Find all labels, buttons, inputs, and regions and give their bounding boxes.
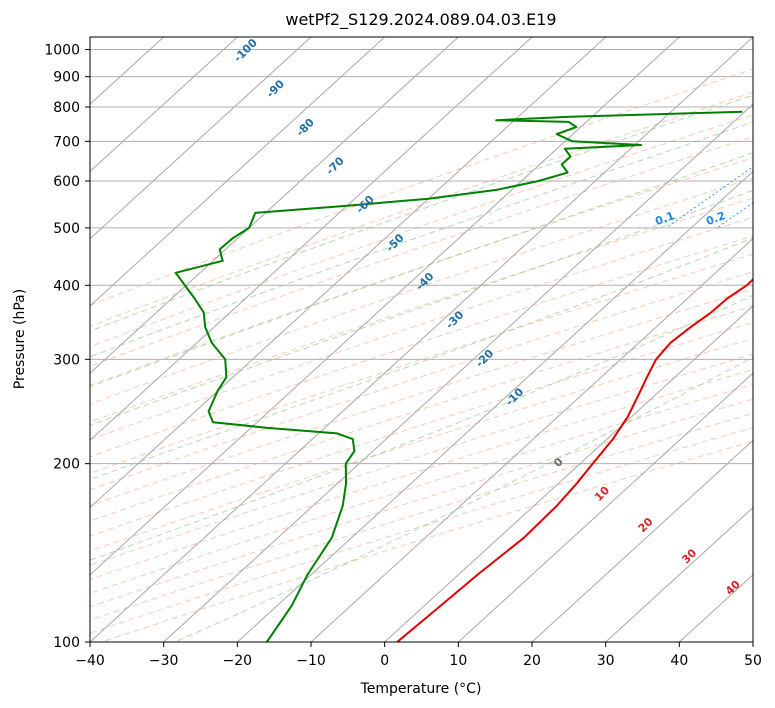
isotherm-gridline [752,641,753,642]
y-axis-label: Pressure (hPa) [12,289,28,389]
x-tick-label: −20 [223,653,253,669]
dewpoint-trace [174,110,743,642]
x-tick-label: 50 [744,653,762,669]
isotherm-gridline [90,37,238,173]
y-tick-label: 100 [53,635,80,651]
isotherm-label: -30 [443,308,466,331]
mixing-ratio-line [770,35,775,228]
isotherm-gridline [605,506,753,642]
x-tick-label: 10 [449,653,467,669]
tick-layer: −40 −30 −20 −10 0 10 20 30 40 50 1000 900 800 700 600 5… [44,43,762,669]
isotherm-gridline [90,37,386,307]
y-tick-label: 800 [53,100,80,116]
x-tick-label: −30 [149,653,179,669]
isotherm-gridline [90,37,312,240]
dry-adiabat [90,368,753,580]
y-tick-label: 300 [53,352,80,368]
isotherm-label: -40 [413,270,436,293]
mixing-ratio-line [665,166,753,229]
moist-adiabat [90,152,753,388]
mixing-ratio-label: 0.2 [704,209,727,228]
isotherm-label: -50 [383,231,406,254]
mixing-ratio-label: 0.1 [654,209,677,228]
x-tick-label: −10 [296,653,326,669]
isotherm-gridline [531,439,753,642]
series-layer [174,110,753,642]
y-tick-label: 1000 [44,43,80,59]
isotherm-label: -100 [231,36,260,65]
dry-adiabat [90,235,753,458]
dry-adiabat [90,427,753,634]
x-tick-label: 30 [597,653,615,669]
dry-adiabat [90,383,753,594]
plot-frame [89,36,754,643]
y-tick-label: 900 [53,70,80,86]
grid-layer [90,35,775,642]
x-tick-label: −40 [75,653,105,669]
dry-adiabat [90,197,753,423]
isotherm-gridline [90,37,607,509]
y-tick-label: 600 [53,174,80,190]
isotherm-label: 30 [679,546,699,566]
dry-adiabat [90,177,753,405]
isotherm-gridline [457,372,753,642]
y-tick-label: 700 [53,134,80,150]
isotherm-gridline [384,305,753,642]
isotherm-gridline [163,103,753,642]
x-axis-label: Temperature (°C) [360,681,482,697]
isotherm-gridline [90,37,753,642]
isotherm-label: -20 [473,347,496,370]
x-tick-label: 20 [523,653,541,669]
isotherm-gridline [90,37,533,442]
dry-adiabat [90,305,753,522]
y-tick-label: 500 [53,221,80,237]
isotherm-label: -70 [324,154,347,177]
isotherm-label: 40 [723,577,743,597]
isotherm-gridline [90,37,680,576]
isotherm-label: -80 [294,116,317,139]
isotherm-gridline [310,237,753,642]
y-tick-label: 200 [53,457,80,473]
dry-adiabat [90,91,753,327]
moist-adiabat [90,121,753,358]
isotherm-gridline [90,37,459,374]
y-tick-label: 400 [53,278,80,294]
temperature-trace [396,277,753,642]
x-tick-label: 0 [380,653,389,669]
dry-adiabat [90,288,753,507]
isotherm-label: 10 [592,484,612,504]
isotherm-gridline [236,170,753,642]
x-tick-label: 40 [670,653,688,669]
chart-title: wetPf2_S129.2024.089.04.03.E19 [285,10,556,30]
isotherm-label: -10 [503,385,526,408]
dry-adiabat [90,337,753,552]
dry-adiabat [90,253,753,475]
moist-adiabat [90,294,753,561]
isotherm-label: -90 [264,77,287,100]
mixing-ratio-label: 0.4 [757,209,775,228]
